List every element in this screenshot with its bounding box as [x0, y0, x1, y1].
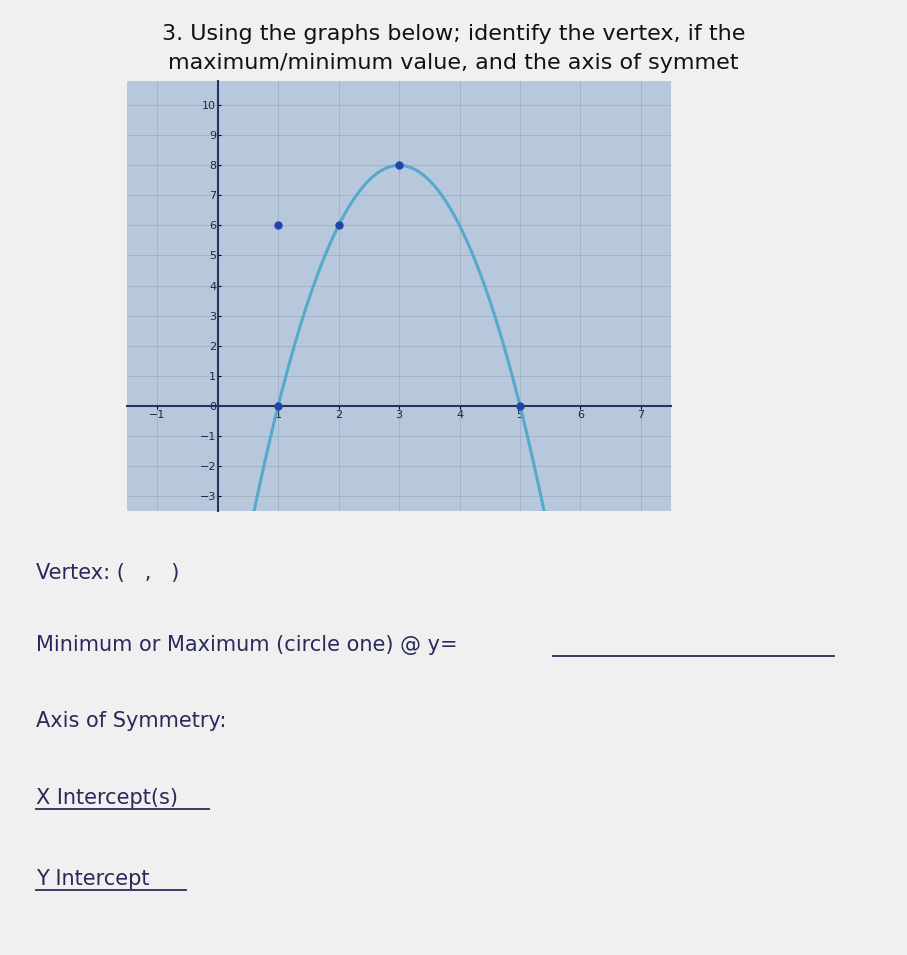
Text: maximum/minimum value, and the axis of symmet: maximum/minimum value, and the axis of s… [169, 53, 738, 73]
Text: Y Intercept: Y Intercept [36, 869, 150, 889]
Text: X Intercept(s): X Intercept(s) [36, 788, 179, 808]
Text: Axis of Symmetry:: Axis of Symmetry: [36, 711, 227, 732]
Text: 3. Using the graphs below; identify the vertex, if the: 3. Using the graphs below; identify the … [161, 24, 746, 44]
Text: Minimum or Maximum (circle one) @ y=: Minimum or Maximum (circle one) @ y= [36, 635, 458, 655]
Text: Vertex: (   ,   ): Vertex: ( , ) [36, 563, 180, 584]
